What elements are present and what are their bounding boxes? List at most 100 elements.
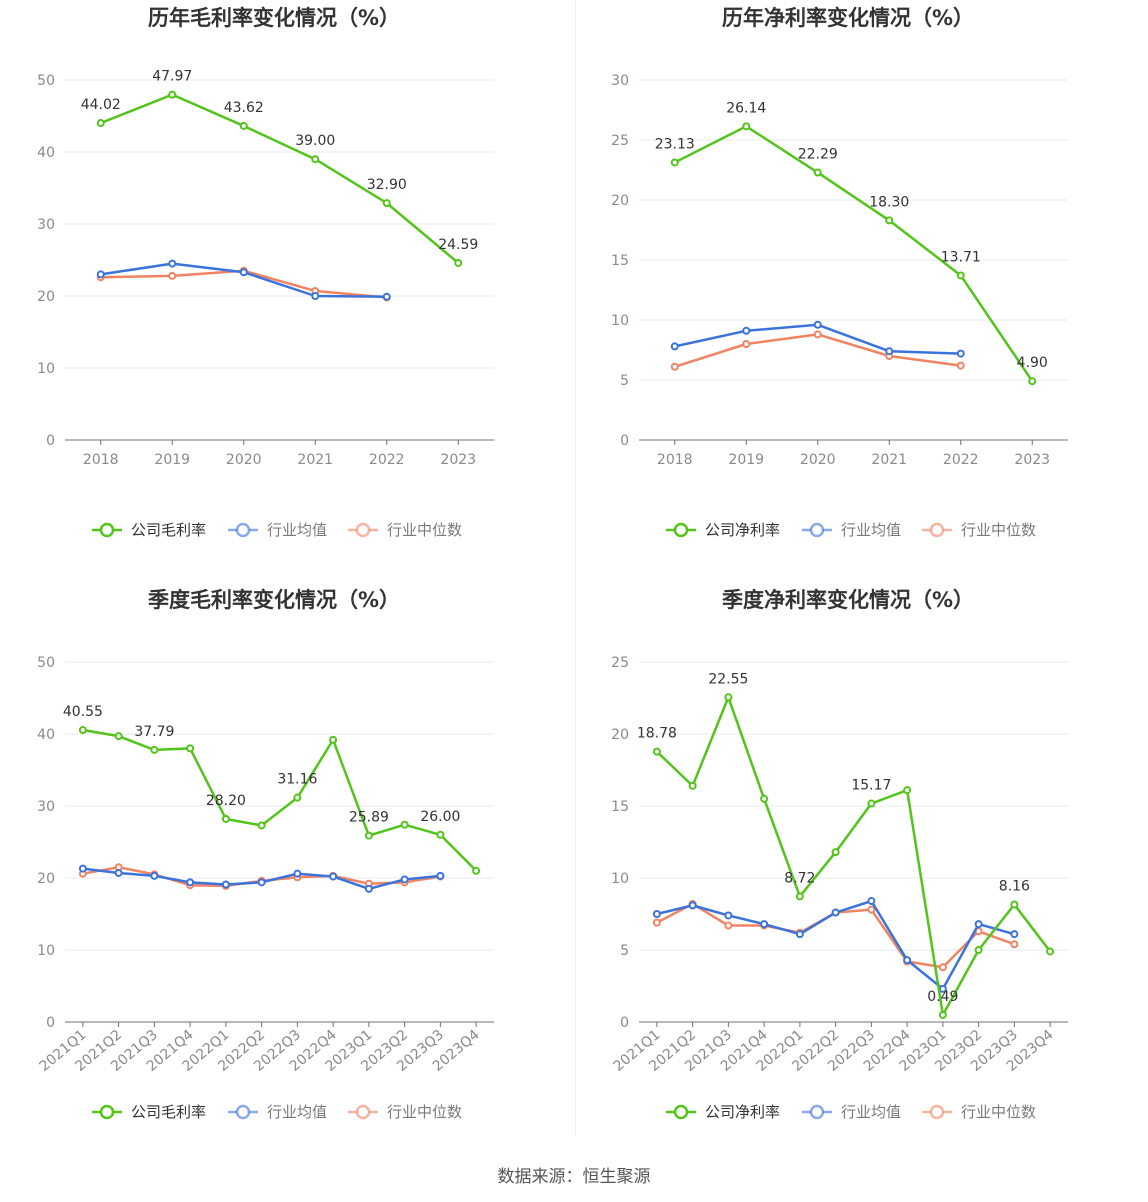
- y-tick-label: 20: [37, 289, 55, 305]
- data-point-industry_avg: [400, 875, 409, 884]
- y-tick-label: 30: [37, 799, 55, 815]
- legend-label-industry_median: 行业中位数: [387, 521, 462, 539]
- data-point-company: [168, 90, 177, 99]
- legend-marker-company: [673, 1104, 689, 1120]
- chart-annual-gross-margin: 历年毛利率变化情况（%） 0 10 20 30 40 50 2018 2019 2020 2021 2…: [37, 6, 494, 539]
- x-tick-label: 2018: [83, 452, 119, 468]
- data-point-company: [938, 1010, 947, 1019]
- y-tick-label: 0: [620, 433, 629, 449]
- data-point-company: [795, 892, 804, 901]
- x-tick-label: 2023: [1014, 452, 1050, 468]
- data-point-company: [956, 271, 965, 280]
- chart-quarterly-net-margin: 季度净利率变化情况（%）05101520252021Q12021Q22021Q3…: [611, 588, 1068, 1121]
- y-tick-label: 25: [611, 655, 629, 671]
- data-point-company: [472, 866, 481, 875]
- legend-label-company: 公司净利率: [705, 521, 780, 539]
- legend-marker-industry_avg: [235, 522, 251, 538]
- data-point-industry_avg: [78, 864, 87, 873]
- legend-label-industry_avg: 行业均值: [841, 1103, 901, 1121]
- x-tick-label: 2022: [943, 452, 979, 468]
- y-tick-label: 40: [37, 727, 55, 743]
- data-point-industry_avg: [956, 349, 965, 358]
- data-point-industry_avg: [867, 897, 876, 906]
- data-point-industry_avg: [114, 868, 123, 877]
- chart-panel-annual-gross-margin: 历年毛利率变化情况（%） 0 10 20 30 40 50 2018 2019 2020 2021 2…: [0, 0, 574, 580]
- legend-marker-industry_median: [929, 1104, 945, 1120]
- data-point-industry_avg: [293, 869, 302, 878]
- data-point-company: [670, 158, 679, 167]
- data-label: 40.55: [63, 704, 103, 720]
- y-tick-label: 10: [611, 871, 629, 887]
- data-point-industry_avg: [885, 347, 894, 356]
- legend-label-industry_avg: 行业均值: [267, 1103, 327, 1121]
- data-point-industry_avg: [436, 871, 445, 880]
- legend-marker-industry_median: [355, 1104, 371, 1120]
- data-label: 26.00: [420, 809, 460, 825]
- legend-label-industry_avg: 行业均值: [841, 521, 901, 539]
- data-source-note: 数据来源：恒生聚源: [497, 1167, 651, 1187]
- chart-title: 季度毛利率变化情况（%）: [148, 588, 400, 612]
- data-point-industry_median: [652, 918, 661, 927]
- data-point-industry_avg: [760, 920, 769, 929]
- y-tick-label: 15: [611, 799, 629, 815]
- data-point-industry_avg: [831, 908, 840, 917]
- data-point-industry_median: [956, 361, 965, 370]
- chart-annual-net-margin: 历年净利率变化情况（%） 0 5 10 15 20 25 30 2018 2019 2020 2021…: [611, 6, 1068, 539]
- chart-title: 历年毛利率变化情况（%）: [148, 6, 400, 30]
- data-label: 18.30: [869, 194, 909, 210]
- data-point-industry_avg: [96, 270, 105, 279]
- data-point-company: [114, 732, 123, 741]
- data-point-company: [382, 199, 391, 208]
- data-point-industry_avg: [311, 292, 320, 300]
- chart-panel-annual-net-margin: 历年净利率变化情况（%） 0 5 10 15 20 25 30 2018 2019 2020 2021…: [574, 0, 1148, 580]
- data-label: 32.90: [367, 177, 407, 193]
- y-tick-label: 40: [37, 145, 55, 161]
- y-tick-label: 50: [37, 73, 55, 89]
- data-point-industry_avg: [724, 911, 733, 920]
- data-label: 39.00: [295, 133, 335, 149]
- data-point-industry_median: [938, 963, 947, 972]
- data-point-company: [257, 821, 266, 830]
- data-point-industry_avg: [688, 901, 697, 910]
- data-point-industry_avg: [382, 292, 391, 301]
- data-label: 23.13: [655, 136, 695, 152]
- data-label: 4.90: [1017, 355, 1048, 371]
- data-label: 44.02: [81, 97, 121, 113]
- x-tick-label: 2020: [800, 452, 836, 468]
- data-point-industry_median: [168, 271, 177, 280]
- data-point-industry_avg: [903, 956, 912, 965]
- data-point-company: [329, 735, 338, 744]
- y-tick-label: 50: [37, 655, 55, 671]
- y-tick-label: 30: [611, 73, 629, 89]
- data-point-industry_avg: [742, 326, 751, 335]
- data-point-company: [293, 793, 302, 802]
- data-point-industry_avg: [795, 930, 804, 939]
- y-tick-label: 5: [620, 373, 629, 389]
- legend-marker-industry_avg: [809, 522, 825, 538]
- data-label: 15.17: [851, 778, 891, 794]
- data-point-company: [364, 831, 373, 840]
- data-point-company: [221, 814, 230, 823]
- data-point-industry_median: [742, 340, 751, 348]
- data-point-company: [454, 258, 463, 267]
- legend-label-industry_median: 行业中位数: [387, 1103, 462, 1121]
- data-label: 26.14: [726, 100, 766, 116]
- y-tick-label: 0: [46, 433, 55, 449]
- data-point-company: [239, 121, 248, 130]
- y-tick-label: 20: [611, 193, 629, 209]
- data-point-company: [831, 848, 840, 857]
- data-point-industry_avg: [239, 268, 248, 277]
- x-tick-label: 2019: [728, 452, 764, 468]
- series-line-company: [674, 125, 1034, 382]
- data-point-industry_avg: [221, 880, 230, 889]
- data-point-company: [1028, 377, 1037, 386]
- data-point-company: [867, 799, 876, 808]
- data-point-industry_avg: [186, 878, 195, 887]
- series-line-company: [82, 728, 478, 872]
- panel-divider: [575, 0, 576, 1135]
- data-point-company: [885, 216, 894, 225]
- data-point-company: [400, 820, 409, 829]
- data-label: 25.89: [349, 810, 389, 826]
- legend-label-company: 公司毛利率: [131, 1103, 206, 1121]
- data-point-company: [1010, 900, 1019, 909]
